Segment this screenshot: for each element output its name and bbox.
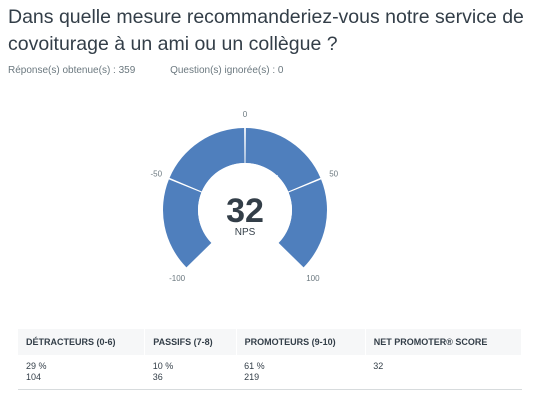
gauge-center <box>198 163 292 257</box>
nps-gauge: -100 -50 0 50 100 32 NPS <box>151 110 339 283</box>
cell-passives: 10 % 36 <box>144 355 237 390</box>
question-title: Dans quelle mesure recommanderiez-vous n… <box>8 6 524 55</box>
nps-score: 32 <box>373 361 384 371</box>
cell-detractors: 29 % 104 <box>18 355 145 390</box>
nps-caption: NPS <box>235 227 256 238</box>
passives-percent: 10 % <box>152 361 174 371</box>
gauge-tick-labels: -100 -50 0 50 100 <box>151 110 339 283</box>
header-detractors: DÉTRACTEURS (0-6) <box>18 329 146 355</box>
cell-promoters: 61 % 219 <box>236 355 366 390</box>
skipped-count: Question(s) ignorée(s) : 0 <box>170 65 284 76</box>
header-passives: PASSIFS (7-8) <box>144 329 237 355</box>
gauge-tick-label: 0 <box>243 110 248 119</box>
gauge-tick-label: -50 <box>151 169 163 178</box>
gauge-tick-label: -100 <box>169 274 186 283</box>
gauge-segment <box>163 179 212 268</box>
nps-value: 32 <box>226 192 264 230</box>
promoters-percent: 61 % <box>244 361 265 371</box>
gauge-segment <box>245 128 321 192</box>
response-stats: Réponse(s) obtenue(s) : 359 Question(s) … <box>8 65 315 76</box>
gauge-tick-label: 100 <box>306 274 320 283</box>
cell-nps: 32 <box>365 355 522 390</box>
detractors-count: 104 <box>26 372 42 382</box>
gauge-arcs <box>163 128 327 268</box>
detractors-percent: 29 % <box>26 361 47 371</box>
gauge-segment <box>278 179 327 268</box>
header-nps: NET PROMOTER® SCORE <box>365 329 523 355</box>
gauge-segment <box>169 128 245 192</box>
table-header-row: DÉTRACTEURS (0-6) PASSIFS (7-8) PROMOTEU… <box>18 329 523 355</box>
responses-count: Réponse(s) obtenue(s) : 359 <box>8 65 136 76</box>
gauge-tick-label: 50 <box>329 169 338 178</box>
header-promoters: PROMOTEURS (9-10) <box>236 329 366 355</box>
passives-count: 36 <box>152 372 163 382</box>
table-row: 29 % 104 10 % 36 61 % 219 32 <box>18 355 522 390</box>
nps-summary-table: DÉTRACTEURS (0-6) PASSIFS (7-8) PROMOTEU… <box>18 329 523 390</box>
promoters-count: 219 <box>244 372 260 382</box>
